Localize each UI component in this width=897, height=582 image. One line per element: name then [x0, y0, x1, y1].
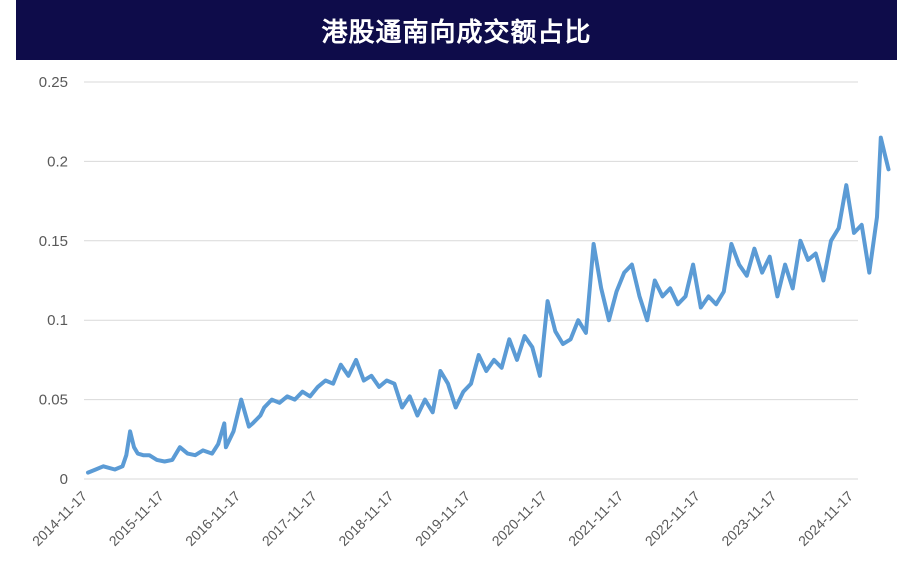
x-tick-label: 2020-11-17 — [489, 488, 550, 549]
x-tick-label: 2018-11-17 — [335, 488, 396, 549]
y-tick-label: 0.15 — [39, 233, 68, 250]
gridlines — [84, 81, 858, 480]
y-tick-label: 0.05 — [39, 392, 68, 409]
x-tick-label: 2021-11-17 — [565, 488, 626, 549]
x-tick-label: 2015-11-17 — [106, 488, 167, 549]
chart-title: 港股通南向成交额占比 — [321, 17, 592, 48]
x-axis-tick-labels: 2014-11-17 2015-11-17 2016-11-17 2017-11-17… — [29, 488, 856, 549]
x-tick-label: 2016-11-17 — [182, 488, 243, 549]
chart-title-bar: 港股通南向成交额占比 — [16, 0, 897, 60]
x-tick-label: 2017-11-17 — [259, 488, 320, 549]
x-tick-label: 2023-11-17 — [718, 488, 779, 549]
y-tick-label: 0.25 — [39, 74, 68, 91]
series-group — [86, 135, 891, 475]
y-tick-label: 0 — [60, 471, 68, 488]
series-line — [86, 135, 891, 475]
x-tick-label: 2019-11-17 — [412, 488, 473, 549]
y-tick-label: 0.1 — [47, 312, 68, 329]
x-tick-label: 2022-11-17 — [642, 488, 703, 549]
x-tick-label: 2024-11-17 — [795, 488, 856, 549]
y-axis-tick-labels: 0 0.05 0.1 0.15 0.2 0.25 — [39, 74, 68, 488]
x-tick-label: 2014-11-17 — [29, 488, 90, 549]
y-tick-label: 0.2 — [47, 153, 68, 170]
